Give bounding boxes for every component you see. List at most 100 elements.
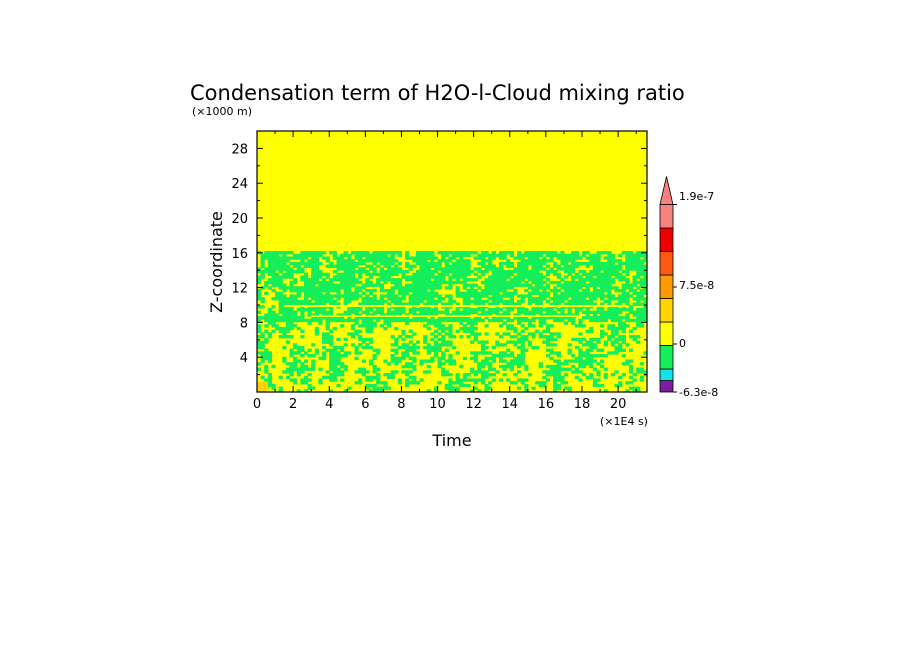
field-cell [491, 354, 496, 358]
field-cell [643, 259, 647, 263]
field-cell [462, 375, 468, 380]
field-cell [347, 270, 352, 274]
field-cell [600, 297, 605, 301]
field-cell [480, 270, 486, 274]
field-cell [567, 256, 572, 260]
field-cell [296, 291, 301, 296]
field-cell [257, 351, 262, 355]
field-cell [524, 267, 529, 271]
field-cell [628, 261, 634, 266]
field-cell [542, 335, 547, 339]
field-cell [610, 294, 616, 298]
field-cell [405, 253, 410, 258]
field-cell [506, 318, 511, 323]
field-cell [563, 313, 569, 317]
field-cell [307, 378, 312, 382]
field-cell [441, 318, 446, 323]
field-cell [419, 286, 424, 290]
field-cell [387, 307, 392, 312]
field-cell [289, 324, 294, 328]
field-cell [553, 261, 558, 266]
field-cell [423, 264, 428, 268]
field-cell [350, 278, 356, 282]
field-cell [574, 264, 579, 268]
field-cell [462, 264, 468, 268]
field-cell [549, 373, 554, 377]
field-cell [556, 332, 561, 336]
field-cell [336, 278, 341, 282]
field-cell [589, 348, 594, 352]
field-cell [636, 267, 641, 271]
field-cell [347, 267, 352, 271]
field-cell [553, 383, 558, 388]
field-cell [607, 264, 612, 268]
field-cell [517, 356, 522, 361]
field-cell [296, 389, 301, 392]
field-cell [462, 356, 468, 361]
field-cell [343, 313, 348, 317]
field-cell [423, 286, 428, 290]
field-cell [491, 251, 496, 255]
field-cell [412, 278, 417, 282]
field-cell [506, 251, 511, 255]
field-cell [300, 289, 305, 293]
field-cell [264, 354, 269, 358]
field-cell [455, 307, 460, 312]
field-cell [538, 264, 543, 268]
field-cell [592, 256, 598, 260]
field-cell [347, 386, 352, 390]
field-cell [502, 294, 507, 298]
field-cell [390, 267, 395, 271]
field-cell [271, 280, 276, 285]
field-cell [603, 267, 608, 271]
field-cell [517, 386, 522, 390]
field-cell [556, 275, 561, 279]
field-cell [466, 294, 471, 298]
field-cell [538, 294, 543, 298]
field-cell [495, 272, 500, 277]
x-tick-label: 2 [289, 397, 297, 412]
field-cell [524, 364, 529, 369]
field-cell [430, 270, 435, 274]
field-cell [473, 291, 478, 296]
field-cell [350, 272, 356, 277]
field-cell [372, 389, 377, 392]
field-cell [563, 264, 569, 268]
field-cell [300, 345, 305, 350]
field-cell [462, 329, 468, 333]
field-cell [340, 373, 345, 377]
field-cell [563, 381, 569, 385]
field-cell [293, 294, 298, 298]
field-cell [441, 251, 446, 255]
x-tick-label: 0 [253, 397, 261, 412]
field-cell [592, 267, 598, 271]
field-cell [567, 302, 572, 306]
field-cell [589, 256, 594, 260]
field-cell [408, 329, 413, 333]
field-cell [282, 251, 287, 255]
field-cell [538, 335, 543, 339]
field-cell [596, 264, 601, 268]
field-cell [289, 370, 294, 374]
field-cell [376, 251, 381, 255]
field-cell [314, 291, 319, 296]
field-cell [325, 275, 330, 279]
field-cell [419, 307, 424, 312]
field-cell [271, 261, 276, 266]
field-cell [578, 340, 583, 344]
field-cell [470, 389, 475, 392]
field-cell [336, 264, 341, 268]
field-cell [538, 313, 543, 317]
field-cell [401, 297, 406, 301]
field-cell [397, 251, 403, 255]
field-cell [365, 278, 370, 282]
field-cell [408, 318, 413, 323]
field-cell [282, 332, 287, 336]
field-cell [462, 267, 468, 271]
field-cell [437, 348, 442, 352]
field-cell [383, 313, 388, 317]
field-cell [610, 326, 616, 331]
field-cell [589, 329, 594, 333]
field-cell [578, 318, 583, 323]
field-cell [473, 267, 478, 271]
